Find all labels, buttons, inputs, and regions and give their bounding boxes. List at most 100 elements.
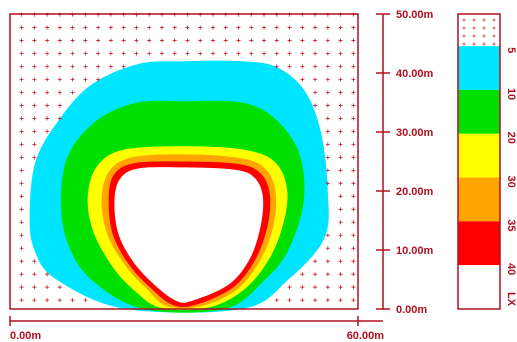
legend-cross <box>492 34 496 38</box>
grid-cross <box>338 103 343 108</box>
grid-cross <box>96 38 101 43</box>
grid-cross <box>19 220 24 225</box>
grid-cross <box>45 116 50 121</box>
grid-cross <box>185 38 190 43</box>
x-tick-label-end: 60.00m <box>347 330 385 342</box>
grid-cross <box>351 103 356 108</box>
grid-cross <box>32 77 37 82</box>
grid-cross <box>32 116 37 121</box>
grid-cross <box>70 298 75 303</box>
grid-cross <box>134 51 139 56</box>
grid-cross <box>287 298 292 303</box>
grid-cross <box>57 25 62 30</box>
grid-cross <box>351 220 356 225</box>
grid-cross <box>338 233 343 238</box>
grid-cross <box>300 51 305 56</box>
grid-cross <box>351 285 356 290</box>
grid-cross <box>351 298 356 303</box>
grid-cross <box>351 38 356 43</box>
grid-cross <box>262 38 267 43</box>
x-axis: 0.00m 60.00m <box>9 316 385 342</box>
grid-cross <box>83 25 88 30</box>
grid-cross <box>108 38 113 43</box>
grid-cross <box>325 64 330 69</box>
grid-cross <box>32 25 37 30</box>
y-tick-label-0: 0.00m <box>396 304 427 316</box>
legend-label-5: 5 <box>505 47 517 53</box>
grid-cross <box>223 51 228 56</box>
grid-cross <box>338 155 343 160</box>
y-tick-label-30: 30.00m <box>396 127 434 139</box>
grid-cross <box>325 168 330 173</box>
grid-cross <box>313 272 318 277</box>
legend-band-20 <box>458 133 500 178</box>
grid-cross <box>338 220 343 225</box>
legend-cross <box>472 34 476 38</box>
grid-cross <box>57 116 62 121</box>
y-axis: 50.00m 40.00m 30.00m 20.00m 10.00m 0.00m <box>376 9 434 316</box>
plot-frame <box>9 13 359 310</box>
legend-label-35: 35 <box>505 219 517 231</box>
grid-cross <box>159 51 164 56</box>
grid-cross <box>32 142 37 147</box>
legend-cross <box>472 42 476 46</box>
grid-cross <box>198 38 203 43</box>
grid-cross <box>96 64 101 69</box>
grid-cross <box>32 285 37 290</box>
grid-cross <box>338 298 343 303</box>
grid-cross <box>249 25 254 30</box>
grid-cross <box>300 25 305 30</box>
grid-cross <box>249 51 254 56</box>
y-tick-label-10: 10.00m <box>396 245 434 257</box>
grid-cross <box>351 116 356 121</box>
grid-cross <box>19 25 24 30</box>
grid-cross <box>211 51 215 56</box>
grid-cross <box>83 77 88 82</box>
grid-cross <box>198 25 203 30</box>
grid-cross <box>172 25 177 30</box>
y-tick-label-50: 50.00m <box>396 9 434 21</box>
grid-cross <box>351 77 356 82</box>
grid-cross <box>338 38 343 43</box>
grid-cross <box>70 90 75 95</box>
grid-cross <box>351 155 356 160</box>
grid-cross <box>338 116 343 121</box>
grid-cross <box>325 181 330 186</box>
grid-cross <box>19 181 24 186</box>
grid-cross <box>262 51 267 56</box>
grid-cross <box>325 129 330 134</box>
grid-cross <box>325 116 330 121</box>
grid-cross <box>313 25 318 30</box>
grid-cross <box>32 90 37 95</box>
grid-cross <box>274 64 279 69</box>
legend-bands <box>458 14 500 309</box>
grid-cross <box>57 285 62 290</box>
grid-cross <box>287 25 292 30</box>
legend-band-10 <box>458 89 500 134</box>
grid-cross <box>351 64 356 69</box>
x-tick-label-start: 0.00m <box>10 330 41 342</box>
grid-cross <box>108 25 113 30</box>
grid-cross <box>351 25 356 30</box>
grid-cross <box>236 38 241 43</box>
grid-cross <box>159 38 164 43</box>
grid-cross <box>325 155 330 160</box>
grid-cross <box>338 77 343 82</box>
legend-cross <box>472 26 476 30</box>
grid-cross <box>57 51 62 56</box>
grid-cross <box>70 25 75 30</box>
grid-cross <box>338 90 343 95</box>
grid-cross <box>19 259 24 264</box>
legend-cross <box>482 34 486 38</box>
grid-cross <box>96 51 101 56</box>
legend-band-35 <box>458 221 500 266</box>
grid-cross <box>32 103 37 108</box>
grid-cross <box>351 90 356 95</box>
grid-cross <box>338 51 343 56</box>
grid-cross <box>19 103 24 108</box>
legend-label-20: 20 <box>505 132 517 144</box>
legend-cross <box>482 26 486 30</box>
grid-cross <box>19 142 24 147</box>
grid-cross <box>236 51 241 56</box>
legend-label-30: 30 <box>505 175 517 187</box>
